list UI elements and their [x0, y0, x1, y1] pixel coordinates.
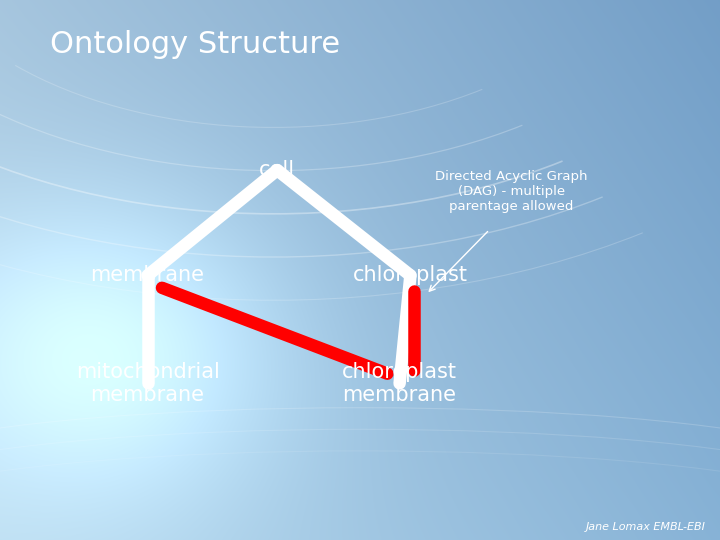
Text: Jane Lomax EMBL-EBI: Jane Lomax EMBL-EBI — [586, 522, 706, 532]
Text: chloroplast: chloroplast — [353, 265, 468, 286]
Text: mitochondrial
membrane: mitochondrial membrane — [76, 362, 220, 405]
Text: chloroplast
membrane: chloroplast membrane — [342, 362, 457, 405]
Text: membrane: membrane — [91, 265, 204, 286]
Text: Directed Acyclic Graph
(DAG) - multiple
parentage allowed: Directed Acyclic Graph (DAG) - multiple … — [435, 170, 588, 213]
Text: cell: cell — [259, 160, 295, 180]
Text: Ontology Structure: Ontology Structure — [50, 30, 341, 59]
